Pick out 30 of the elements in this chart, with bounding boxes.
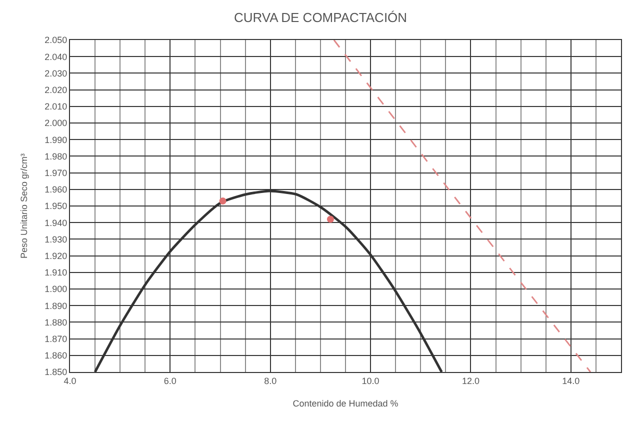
y-tick-label: 1.900 xyxy=(44,284,68,294)
y-tick-label: 2.020 xyxy=(44,84,68,95)
x-tick-label: 12.0 xyxy=(462,376,480,386)
y-tick-label: 1.960 xyxy=(44,184,68,195)
y-tick-label: 1.860 xyxy=(44,350,68,361)
y-tick-label: 1.890 xyxy=(44,300,68,311)
y-tick-label: 1.980 xyxy=(44,151,68,162)
y-tick-label: 1.950 xyxy=(44,201,68,212)
x-tick-label: 8.0 xyxy=(264,376,277,386)
y-tick-label: 2.040 xyxy=(44,52,68,62)
y-tick-label: 1.930 xyxy=(44,234,68,244)
y-tick-label: 1.970 xyxy=(44,168,68,178)
chart-title: CURVA DE COMPACTACIÓN xyxy=(234,10,408,26)
y-tick-label: 1.850 xyxy=(44,367,68,378)
x-tick-label: 14.0 xyxy=(562,376,580,386)
x-tick-label: 4.0 xyxy=(64,376,76,386)
y-tick-label: 2.030 xyxy=(44,68,68,78)
y-tick-label: 1.920 xyxy=(44,250,68,261)
y-tick-label: 1.910 xyxy=(44,268,68,278)
y-axis-title: Peso Unitario Seco gr/cm³ xyxy=(19,153,30,259)
x-axis-title: Contenido de Humedad % xyxy=(292,398,398,409)
x-tick-label: 10.0 xyxy=(362,376,380,386)
y-tick-label: 2.010 xyxy=(44,102,68,112)
y-tick-label: 2.000 xyxy=(44,118,68,128)
y-tick-label: 1.870 xyxy=(44,334,68,344)
y-tick-label: 1.990 xyxy=(44,134,68,145)
y-tick-label: 1.880 xyxy=(44,317,68,328)
x-tick-label: 6.0 xyxy=(164,376,176,386)
y-tick-label: 1.940 xyxy=(44,218,68,228)
y-tick-label: 2.050 xyxy=(44,35,68,46)
